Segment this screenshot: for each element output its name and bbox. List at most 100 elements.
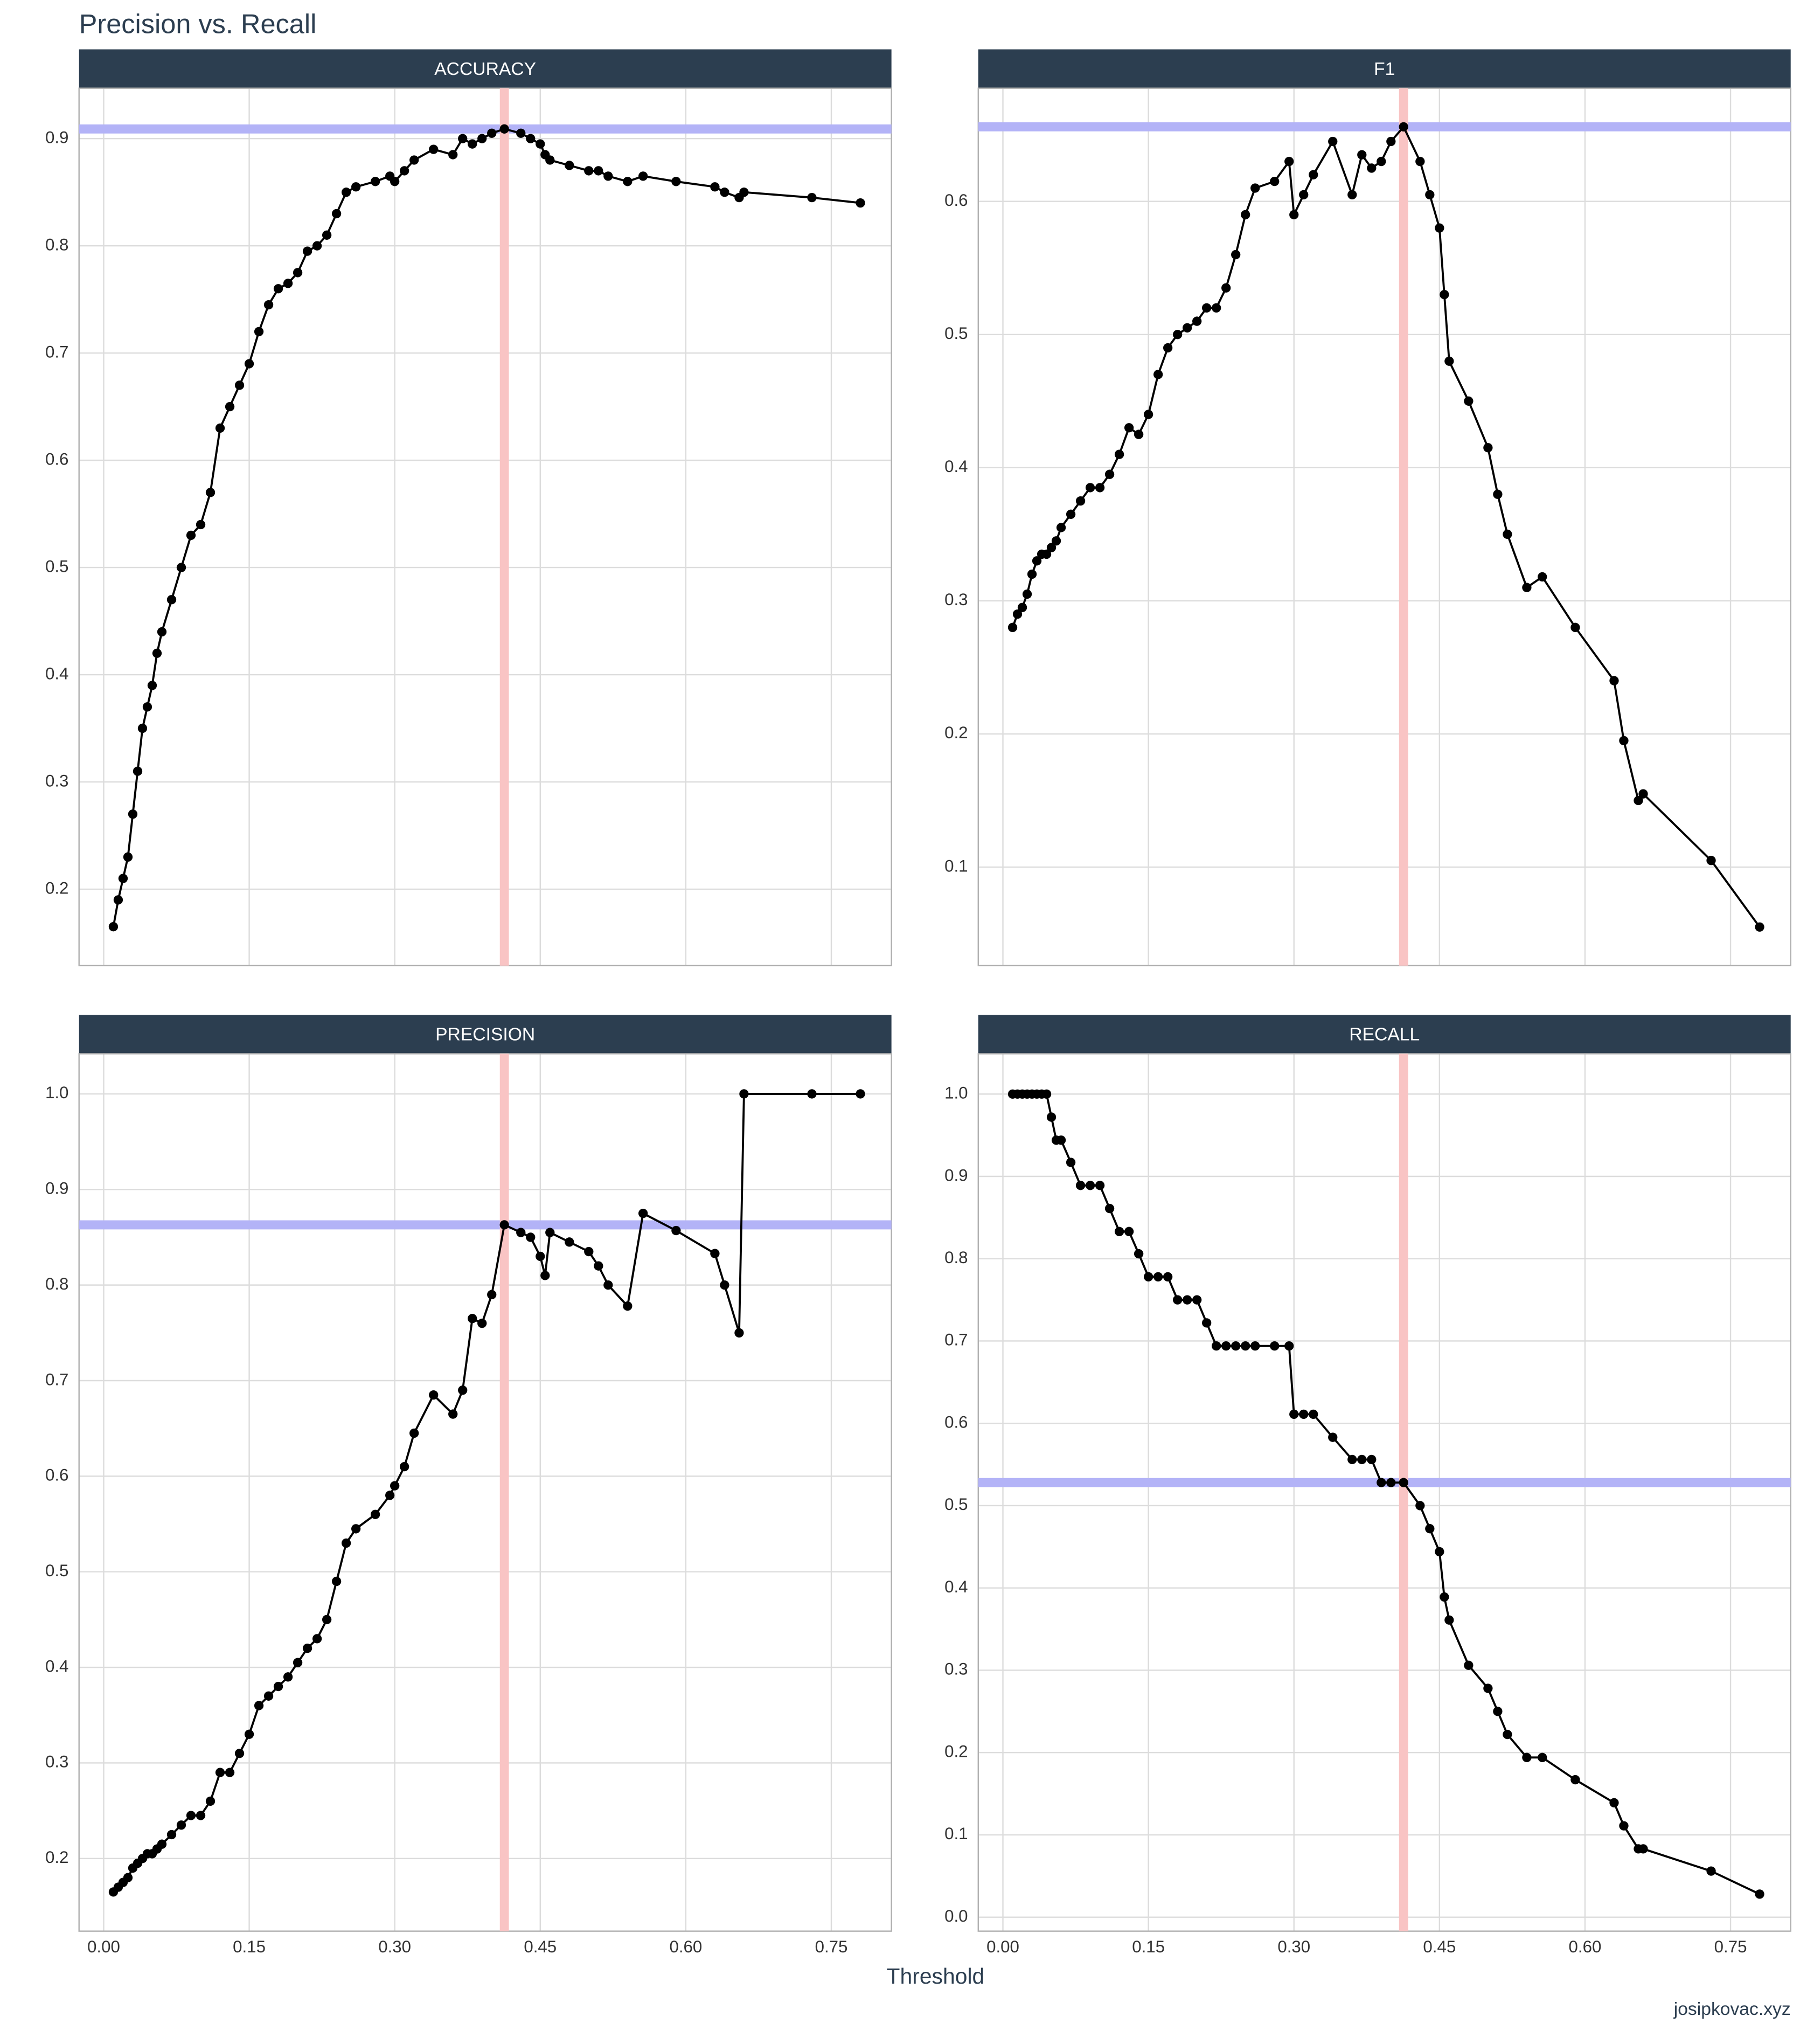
point [1041, 549, 1052, 559]
y-tick-label: 0.2 [45, 878, 68, 897]
point [1085, 483, 1095, 493]
point [1328, 1432, 1338, 1442]
point [477, 134, 487, 143]
point [1284, 156, 1294, 167]
point [234, 380, 245, 390]
point [205, 1796, 216, 1806]
y-tick-label: 0.9 [45, 128, 68, 147]
point [390, 1481, 400, 1491]
point [1464, 1660, 1474, 1670]
point [215, 1768, 225, 1777]
point [351, 182, 361, 192]
point [152, 648, 162, 658]
point [302, 246, 312, 256]
y-tick-label: 0.9 [45, 1179, 68, 1198]
point [1638, 1844, 1648, 1854]
point [390, 177, 400, 186]
point [1444, 1615, 1454, 1625]
point [720, 188, 729, 197]
point [499, 1220, 509, 1230]
point [176, 563, 186, 572]
point [1619, 736, 1629, 745]
point [1046, 1112, 1057, 1122]
point [370, 177, 380, 186]
point [1241, 210, 1250, 220]
y-tick-label: 0.3 [944, 1660, 968, 1679]
point [1503, 1729, 1512, 1740]
point [1163, 343, 1173, 353]
facet-strip [79, 49, 892, 88]
point [807, 192, 817, 203]
point [1483, 443, 1493, 453]
point [1104, 1203, 1115, 1214]
point [516, 128, 526, 138]
point [545, 1228, 555, 1237]
point [1231, 250, 1241, 260]
point [1440, 1592, 1449, 1602]
point [1755, 922, 1764, 932]
point [487, 128, 497, 138]
point [499, 124, 509, 134]
point [137, 723, 148, 733]
y-tick-label: 0.7 [45, 342, 68, 361]
point [1347, 1454, 1357, 1465]
point [1377, 156, 1386, 167]
point [536, 1251, 545, 1262]
point [1522, 583, 1532, 592]
point [225, 1768, 235, 1777]
point [322, 1615, 332, 1625]
point [710, 182, 720, 192]
point [1638, 789, 1648, 799]
point [341, 1538, 351, 1548]
point [1367, 163, 1377, 173]
point [540, 1271, 550, 1280]
point [1367, 1454, 1377, 1465]
point [1755, 1889, 1764, 1899]
point [166, 1830, 177, 1840]
y-tick-label: 0.6 [45, 1466, 68, 1485]
x-tick-label: 0.45 [524, 1937, 557, 1956]
point [477, 1318, 487, 1328]
point [123, 1873, 133, 1882]
x-tick-label: 0.15 [1132, 1937, 1165, 1956]
y-tick-label: 0.7 [944, 1331, 968, 1349]
y-tick-label: 1.0 [45, 1083, 68, 1102]
point [638, 171, 648, 181]
y-tick-label: 0.5 [944, 324, 968, 343]
point [1464, 396, 1474, 406]
point [331, 1576, 342, 1586]
point [133, 766, 143, 776]
point [1522, 1752, 1532, 1762]
y-tick-label: 0.2 [944, 1742, 968, 1761]
facet-label: ACCURACY [434, 59, 536, 79]
x-tick-label: 0.30 [1277, 1937, 1310, 1956]
point [671, 1225, 681, 1236]
point [1415, 1501, 1425, 1511]
point [1192, 1295, 1202, 1305]
x-axis-label: Threshold [887, 1964, 985, 1988]
point [322, 230, 332, 240]
point [584, 166, 594, 176]
y-tick-label: 0.8 [45, 1274, 68, 1293]
point [312, 241, 322, 251]
point [516, 1228, 526, 1237]
point [157, 627, 167, 637]
point [1027, 569, 1037, 579]
point [458, 1385, 468, 1395]
point [487, 1290, 497, 1300]
point [400, 166, 409, 176]
chart-title: Precision vs. Recall [79, 9, 317, 39]
point [1570, 1775, 1580, 1785]
point [312, 1634, 322, 1644]
point [1066, 509, 1076, 519]
point [1182, 323, 1192, 333]
point [1538, 572, 1547, 582]
point [807, 1089, 817, 1099]
point [351, 1524, 361, 1534]
point [1032, 556, 1042, 566]
point [603, 171, 613, 181]
point [468, 1314, 477, 1324]
y-tick-label: 0.8 [45, 235, 68, 254]
point [1095, 483, 1105, 493]
